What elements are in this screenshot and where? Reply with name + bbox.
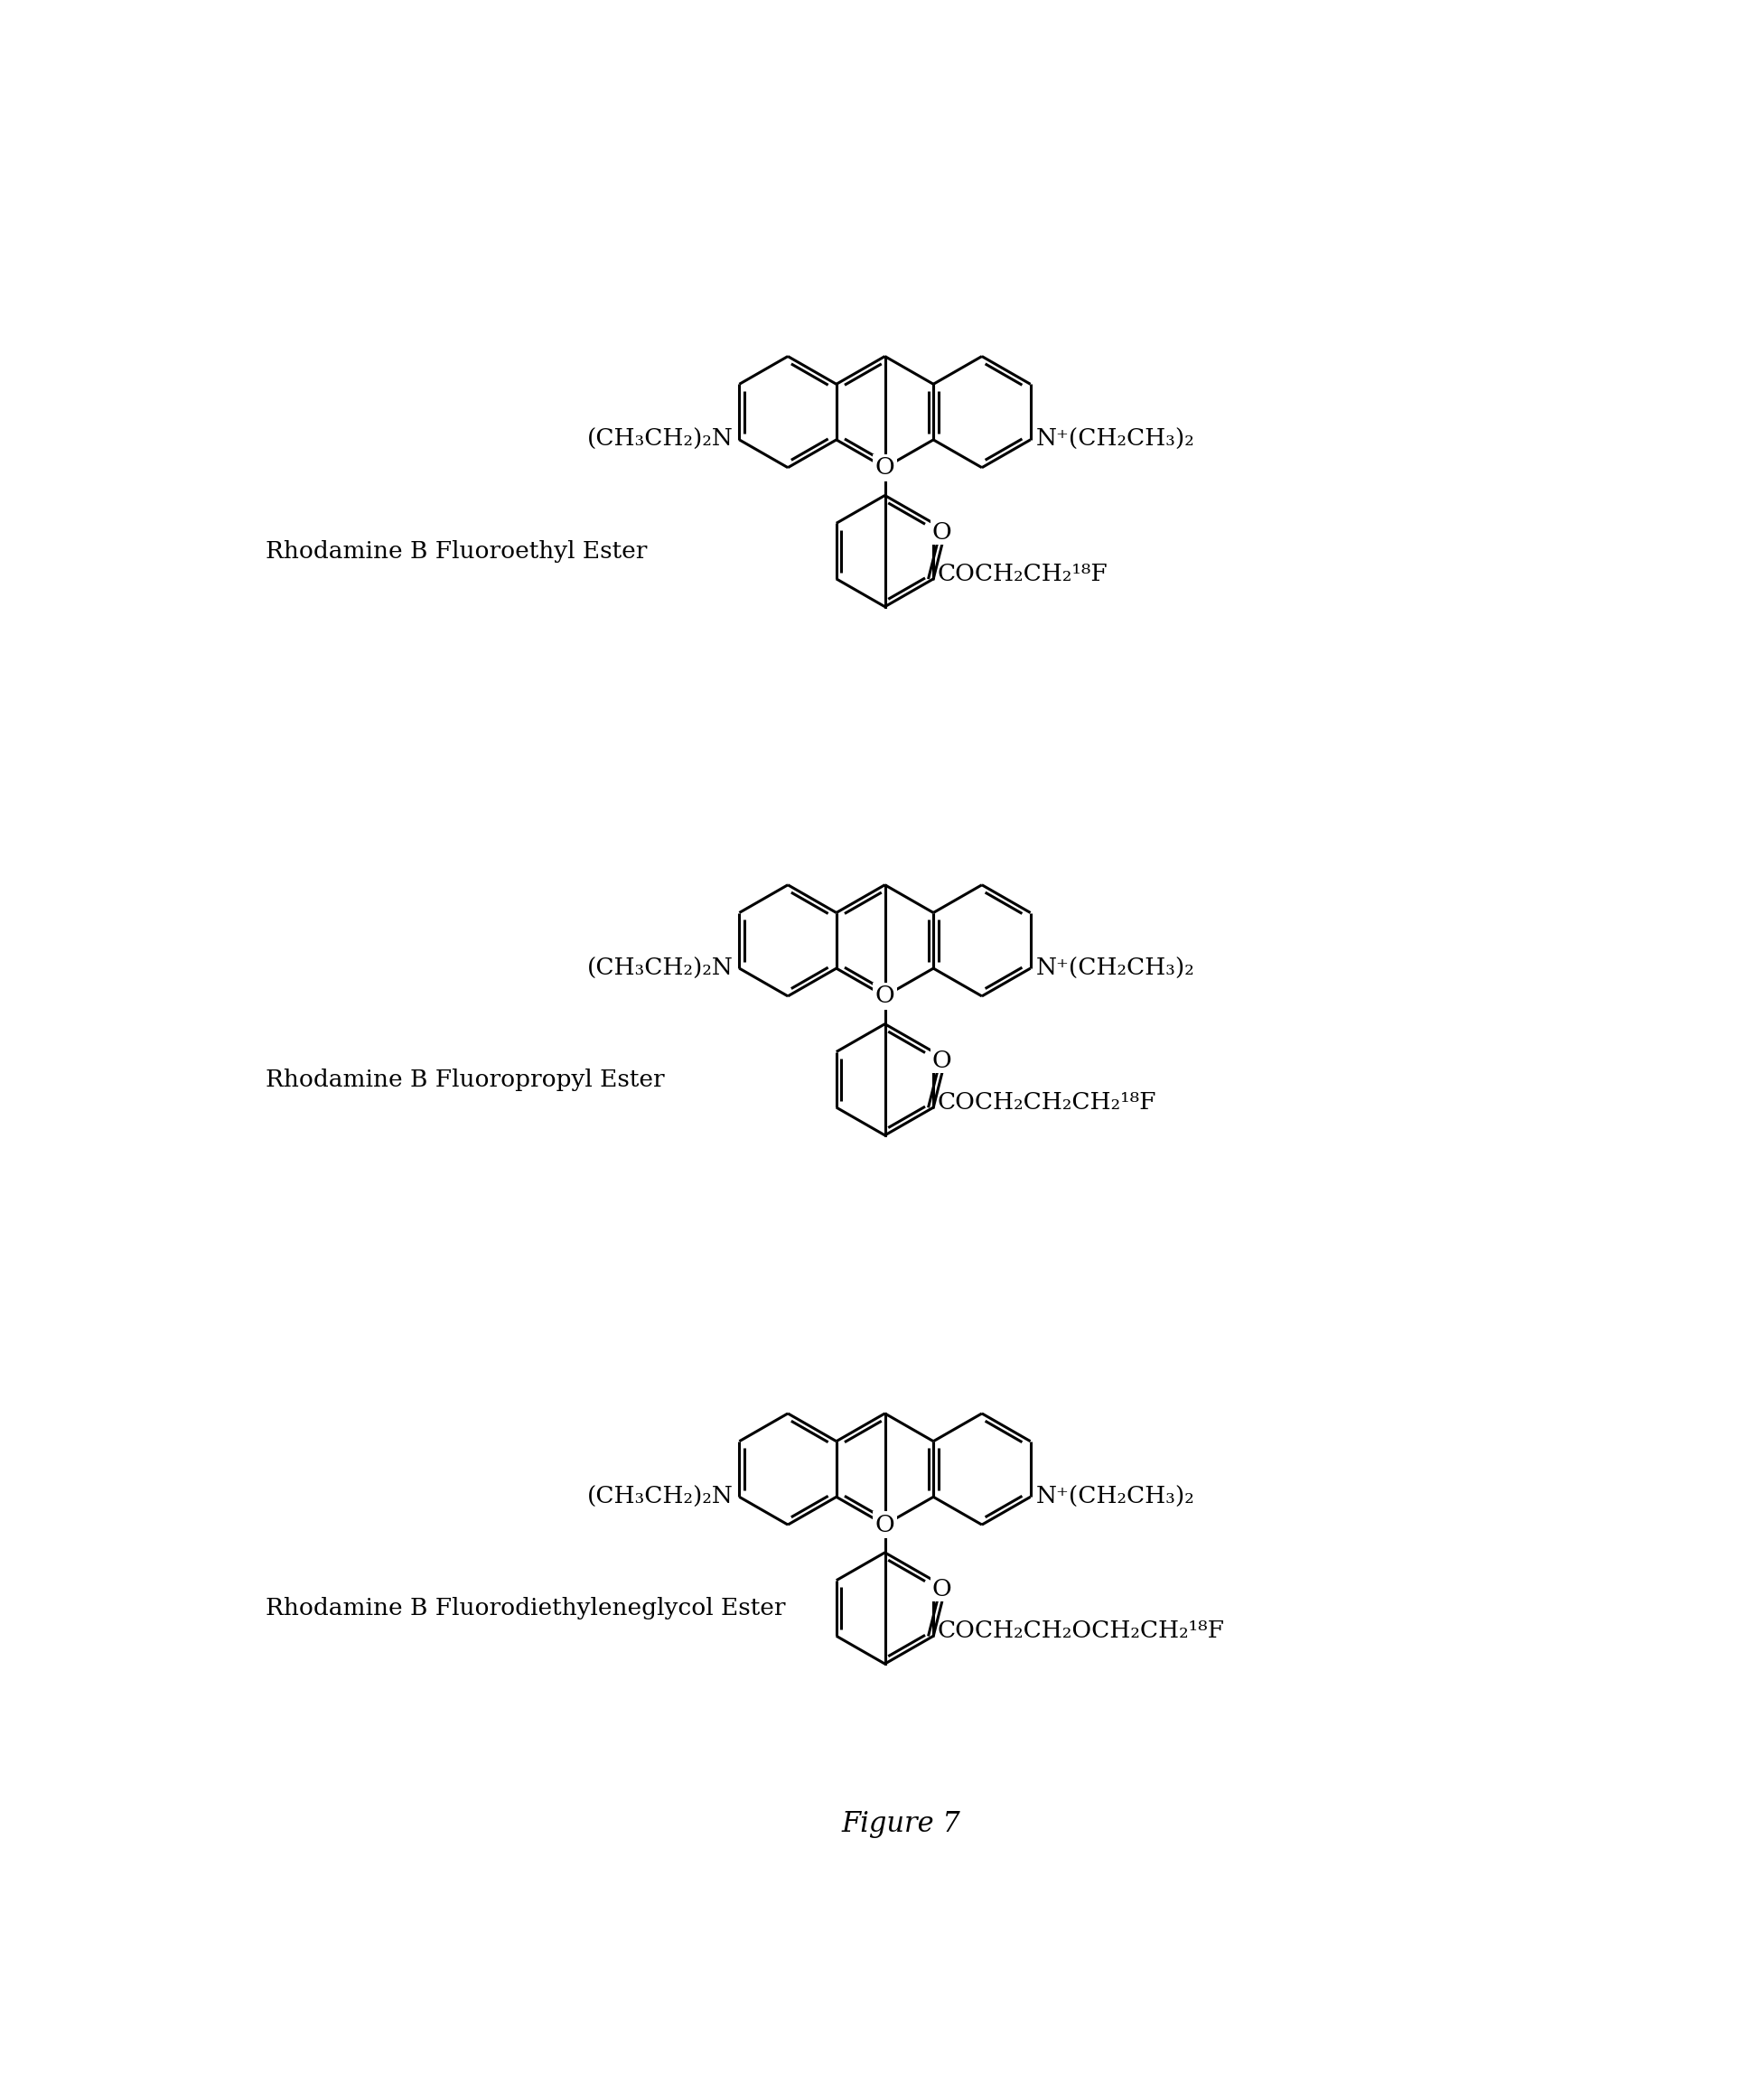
Text: Rhodamine B Fluorodiethyleneglycol Ester: Rhodamine B Fluorodiethyleneglycol Ester <box>265 1596 786 1619</box>
Text: O: O <box>932 521 951 544</box>
Text: Rhodamine B Fluoropropyl Ester: Rhodamine B Fluoropropyl Ester <box>265 1069 665 1090</box>
Text: N⁺(CH₂CH₃)₂: N⁺(CH₂CH₃)₂ <box>1035 958 1195 979</box>
Text: COCH₂CH₂OCH₂CH₂¹⁸F: COCH₂CH₂OCH₂CH₂¹⁸F <box>937 1619 1224 1642</box>
Text: O: O <box>932 1050 951 1071</box>
Text: (CH₃CH₂)₂N: (CH₃CH₂)₂N <box>587 1485 733 1508</box>
Text: (CH₃CH₂)₂N: (CH₃CH₂)₂N <box>587 958 733 979</box>
Text: N⁺(CH₂CH₃)₂: N⁺(CH₂CH₃)₂ <box>1035 1485 1195 1508</box>
Text: O: O <box>932 1577 951 1600</box>
Text: O: O <box>875 985 895 1008</box>
Text: O: O <box>875 456 895 479</box>
Text: COCH₂CH₂¹⁸F: COCH₂CH₂¹⁸F <box>937 563 1108 586</box>
Text: Figure 7: Figure 7 <box>842 1810 960 1838</box>
Text: (CH₃CH₂)₂N: (CH₃CH₂)₂N <box>587 428 733 452</box>
Text: COCH₂CH₂CH₂¹⁸F: COCH₂CH₂CH₂¹⁸F <box>937 1092 1157 1113</box>
Text: N⁺(CH₂CH₃)₂: N⁺(CH₂CH₃)₂ <box>1035 428 1195 452</box>
Text: Rhodamine B Fluoroethyl Ester: Rhodamine B Fluoroethyl Ester <box>265 540 647 563</box>
Text: O: O <box>875 1514 895 1535</box>
